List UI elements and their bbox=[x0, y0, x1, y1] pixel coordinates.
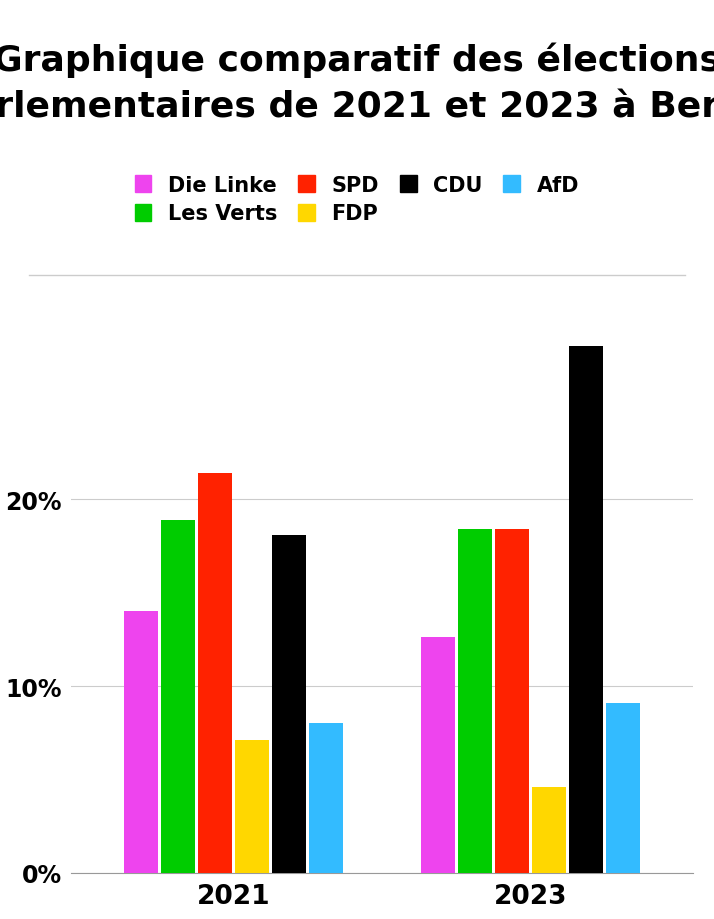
Text: parlementaires de 2021 et 2023 à Berlin: parlementaires de 2021 et 2023 à Berlin bbox=[0, 88, 714, 123]
Text: Graphique comparatif des élections: Graphique comparatif des élections bbox=[0, 42, 714, 77]
Bar bbox=[532, 788, 566, 873]
Bar bbox=[421, 638, 455, 873]
Bar bbox=[569, 346, 603, 873]
Bar bbox=[309, 723, 343, 873]
Bar bbox=[235, 741, 269, 873]
Legend: Die Linke, Les Verts, SPD, FDP, CDU, AfD: Die Linke, Les Verts, SPD, FDP, CDU, AfD bbox=[135, 176, 579, 224]
Bar bbox=[495, 529, 529, 873]
Bar bbox=[606, 703, 640, 873]
Bar bbox=[272, 535, 306, 873]
Bar bbox=[161, 520, 195, 873]
Bar bbox=[124, 611, 158, 873]
Bar bbox=[458, 529, 492, 873]
Bar bbox=[198, 473, 232, 873]
